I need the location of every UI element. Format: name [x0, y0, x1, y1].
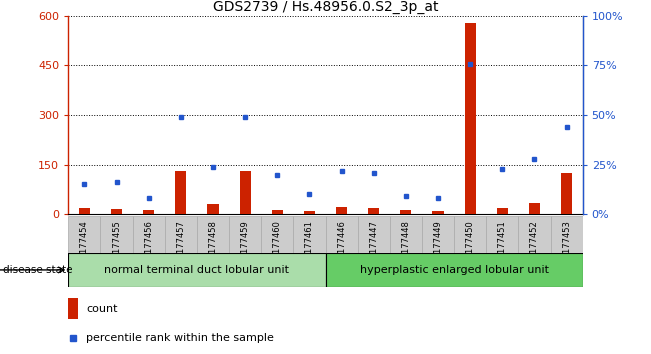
Text: GSM177448: GSM177448	[402, 220, 410, 271]
Bar	[165, 216, 197, 269]
Bar	[229, 216, 261, 269]
Bar	[432, 211, 443, 214]
Bar	[390, 216, 422, 269]
Bar	[304, 211, 315, 214]
Bar	[465, 23, 476, 214]
Text: GSM177455: GSM177455	[112, 220, 121, 271]
Bar	[79, 208, 90, 214]
Bar	[486, 216, 518, 269]
Bar	[143, 210, 154, 214]
Bar	[357, 216, 390, 269]
Bar	[518, 216, 551, 269]
Bar	[197, 216, 229, 269]
Text: normal terminal duct lobular unit: normal terminal duct lobular unit	[104, 265, 290, 275]
Text: GSM177453: GSM177453	[562, 220, 571, 271]
Text: hyperplastic enlarged lobular unit: hyperplastic enlarged lobular unit	[359, 265, 549, 275]
Bar	[561, 173, 572, 214]
Bar	[68, 298, 77, 319]
Text: GSM177456: GSM177456	[145, 220, 153, 271]
Text: GSM177449: GSM177449	[434, 220, 443, 271]
Bar	[208, 204, 219, 214]
Title: GDS2739 / Hs.48956.0.S2_3p_at: GDS2739 / Hs.48956.0.S2_3p_at	[213, 0, 438, 13]
Text: GSM177457: GSM177457	[176, 220, 186, 271]
Bar	[175, 171, 186, 214]
Bar	[68, 253, 326, 287]
Text: GSM177458: GSM177458	[208, 220, 217, 271]
Bar	[422, 216, 454, 269]
Bar	[336, 207, 347, 214]
Bar	[294, 216, 326, 269]
Text: GSM177451: GSM177451	[498, 220, 506, 271]
Text: GSM177447: GSM177447	[369, 220, 378, 271]
Bar	[454, 216, 486, 269]
Text: count: count	[87, 303, 118, 314]
Bar	[261, 216, 294, 269]
Bar	[326, 253, 583, 287]
Bar	[400, 210, 411, 214]
Bar	[497, 208, 508, 214]
Bar	[133, 216, 165, 269]
Bar	[240, 171, 251, 214]
Bar	[111, 209, 122, 214]
Text: GSM177459: GSM177459	[241, 220, 249, 271]
Text: GSM177454: GSM177454	[80, 220, 89, 271]
Bar	[68, 216, 100, 269]
Bar	[529, 202, 540, 214]
Bar	[100, 216, 133, 269]
Bar	[368, 208, 380, 214]
Text: GSM177460: GSM177460	[273, 220, 282, 271]
Text: disease state: disease state	[3, 265, 73, 275]
Text: GSM177461: GSM177461	[305, 220, 314, 271]
Text: GSM177446: GSM177446	[337, 220, 346, 271]
Text: percentile rank within the sample: percentile rank within the sample	[87, 333, 274, 343]
Bar	[326, 216, 357, 269]
Bar	[551, 216, 583, 269]
Bar	[271, 210, 283, 214]
Text: GSM177452: GSM177452	[530, 220, 539, 271]
Text: GSM177450: GSM177450	[465, 220, 475, 271]
